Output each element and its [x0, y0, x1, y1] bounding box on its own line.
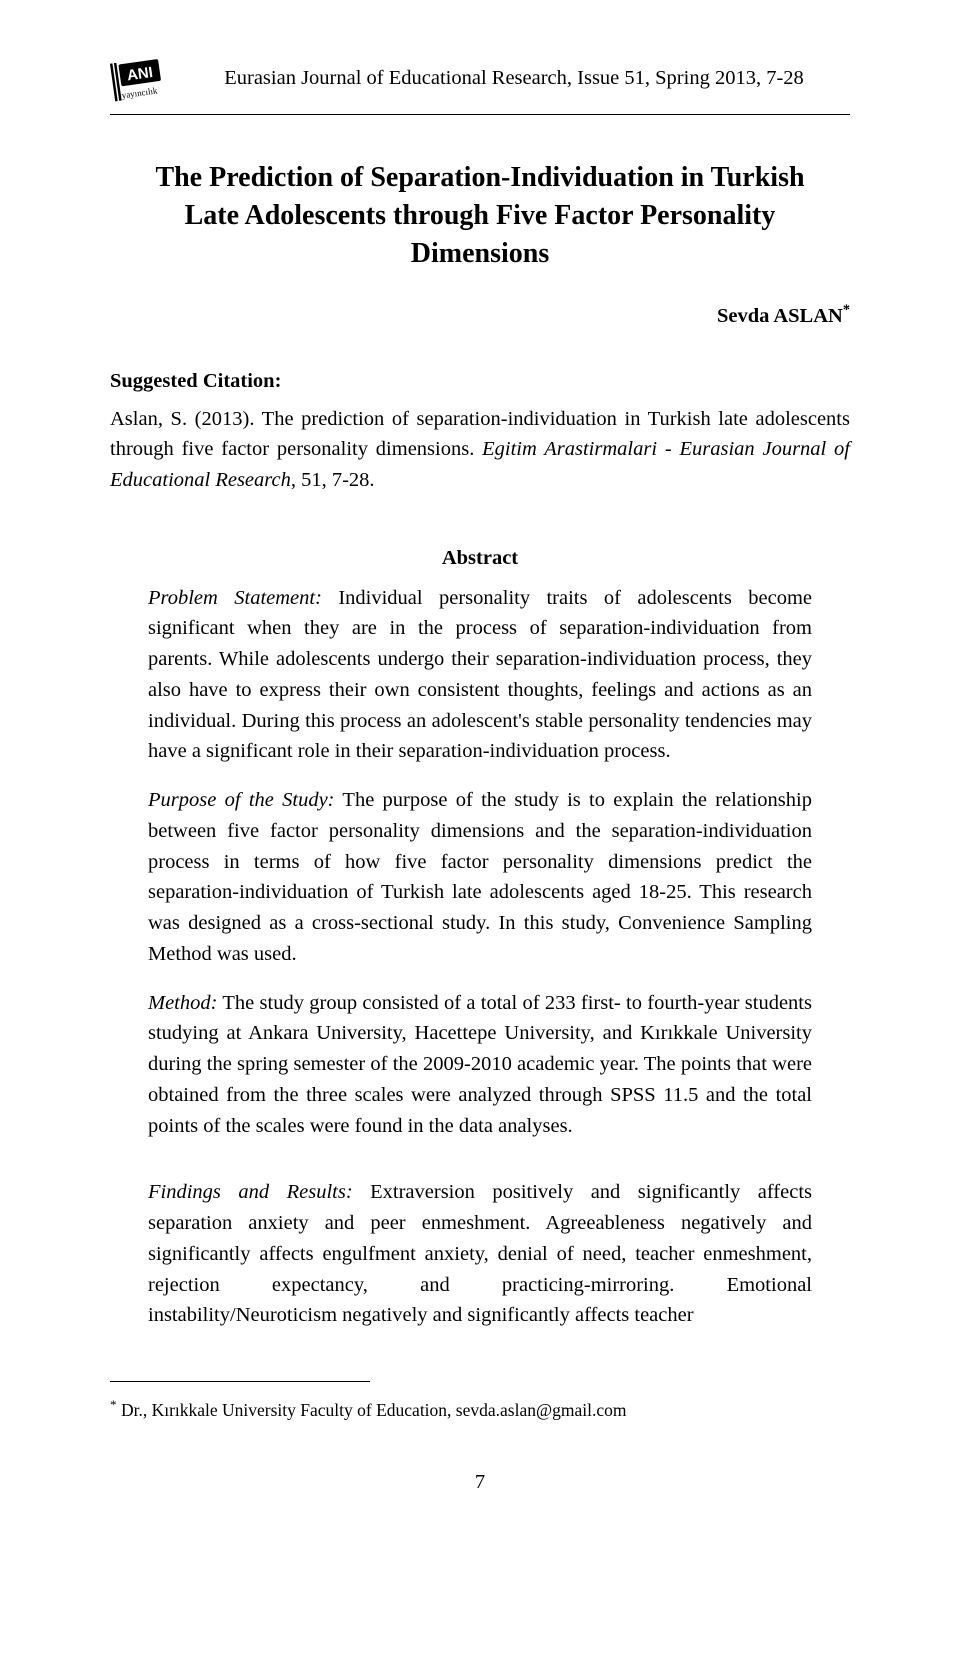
author-footnote: * Dr., Kırıkkale University Faculty of E…: [110, 1396, 850, 1422]
findings-lead: Findings and Results:: [148, 1181, 353, 1203]
purpose-body: The purpose of the study is to explain t…: [148, 789, 812, 965]
suggested-citation-label: Suggested Citation:: [110, 367, 850, 396]
abstract-method: Method: The study group consisted of a t…: [148, 988, 812, 1142]
footnote-text: Dr., Kırıkkale University Faculty of Edu…: [117, 1400, 627, 1420]
author-footnote-mark: *: [843, 302, 850, 318]
method-body: The study group consisted of a total of …: [148, 992, 812, 1137]
abstract-problem-statement: Problem Statement: Individual personalit…: [148, 583, 812, 768]
citation-tail: , 51, 7-28.: [291, 469, 375, 491]
problem-statement-lead: Problem Statement:: [148, 587, 322, 609]
article-title: The Prediction of Separation-Individuati…: [134, 159, 826, 272]
svg-text:ANI: ANI: [126, 64, 154, 84]
author-name: Sevda ASLAN: [717, 305, 843, 327]
abstract-purpose: Purpose of the Study: The purpose of the…: [148, 785, 812, 970]
page-number: 7: [110, 1468, 850, 1497]
method-lead: Method:: [148, 992, 217, 1014]
running-head: Eurasian Journal of Educational Research…: [178, 62, 850, 93]
abstract-findings: Findings and Results: Extraversion posit…: [148, 1177, 812, 1331]
svg-text:yayıncılık: yayıncılık: [121, 85, 159, 100]
header-rule: [110, 114, 850, 115]
footnote-rule: [110, 1381, 370, 1382]
page-header: ANI yayıncılık Eurasian Journal of Educa…: [110, 62, 850, 110]
abstract-section: Abstract Problem Statement: Individual p…: [148, 544, 812, 1331]
author-line: Sevda ASLAN*: [110, 300, 850, 331]
abstract-heading: Abstract: [148, 544, 812, 573]
publisher-logo: ANI yayıncılık: [110, 54, 166, 110]
problem-statement-body: Individual personality traits of adolesc…: [148, 587, 812, 763]
suggested-citation: Aslan, S. (2013). The prediction of sepa…: [110, 404, 850, 496]
purpose-lead: Purpose of the Study:: [148, 789, 335, 811]
